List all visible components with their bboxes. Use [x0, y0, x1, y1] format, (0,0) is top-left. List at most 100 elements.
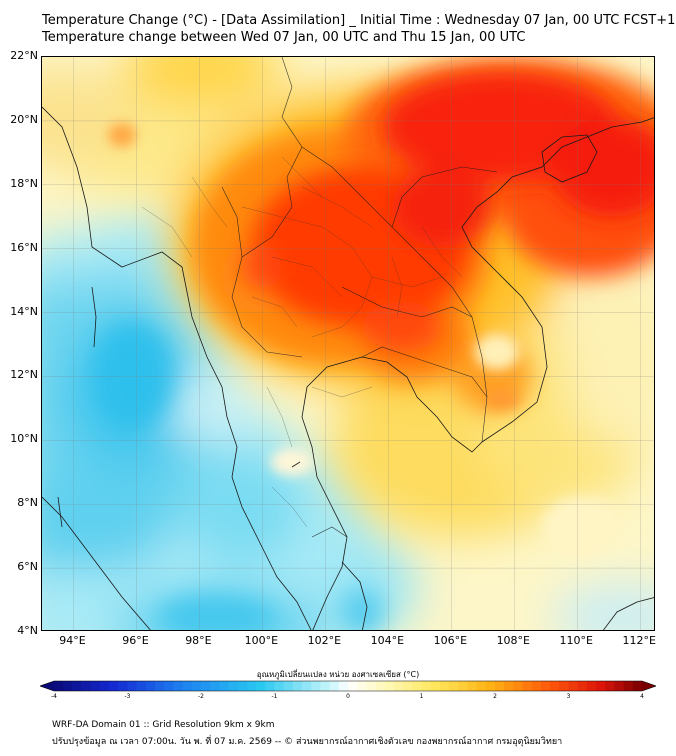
colorbar-min-extension — [40, 681, 54, 691]
colorbar-segment — [201, 681, 211, 691]
lon-tick-label: 96°E — [122, 634, 149, 647]
colorbar-segment — [403, 681, 413, 691]
colorbar-segment — [246, 681, 257, 691]
country-borders — [221, 57, 498, 538]
colorbar-segment — [366, 681, 376, 691]
colorbar-tick-label: -2 — [198, 693, 204, 700]
colorbar-segment — [173, 681, 184, 691]
colorbar-segment — [320, 681, 331, 691]
province-borders — [141, 156, 463, 528]
title-line-1: Temperature Change (°C) - [Data Assimila… — [42, 13, 676, 28]
colorbar-segment — [531, 681, 542, 691]
colorbar-max-extension — [642, 681, 656, 691]
map-canvas — [42, 57, 654, 630]
temperature-change-map — [41, 56, 655, 631]
lat-tick-label: 12°N — [10, 368, 38, 382]
colorbar-segment — [338, 681, 349, 691]
colorbar-segment — [265, 681, 275, 691]
footer-credit: ปรับปรุงข้อมูล ณ เวลา 07:00น. วัน พ. ที่… — [52, 737, 563, 747]
colorbar-segment — [540, 681, 551, 691]
colorbar-segment — [237, 681, 248, 691]
colorbar-segment — [550, 681, 560, 691]
colorbar-segment — [81, 681, 92, 691]
colorbar-segment — [72, 681, 82, 691]
cold-anomaly-cores — [92, 322, 384, 630]
colorbar-segment — [109, 681, 119, 691]
colorbar-segment — [596, 681, 606, 691]
colorbar-tick-label: 3 — [566, 693, 571, 700]
lon-tick-label: 110°E — [559, 634, 593, 647]
colorbar-segment — [375, 681, 386, 691]
colorbar-segment — [228, 681, 239, 691]
colorbar-label: อุณหภูมิเปลี่ยนแปลง หน่วย องศาเซลเซียส (… — [256, 670, 420, 679]
title-line-2: Temperature change between Wed 07 Jan, 0… — [42, 30, 526, 45]
colorbar-segment — [155, 681, 165, 691]
colorbar-segment — [54, 681, 64, 691]
map-title: Temperature Change (°C) - [Data Assimila… — [42, 12, 676, 46]
colorbar-segment — [522, 681, 533, 691]
colorbar-segment — [164, 681, 174, 691]
colorbar-segment — [274, 681, 285, 691]
lon-tick-label: 106°E — [433, 634, 468, 647]
colorbar-segment — [210, 681, 220, 691]
colorbar-segment — [485, 681, 496, 691]
colorbar-segment — [605, 681, 615, 691]
colorbar-segment — [623, 681, 634, 691]
colorbar-segment — [99, 681, 110, 691]
lon-tick-label: 102°E — [307, 634, 342, 647]
lon-tick-label: 104°E — [370, 634, 405, 647]
lon-tick-label: 94°E — [59, 634, 86, 647]
colorbar-segment — [63, 681, 73, 691]
lat-tick-label: 10°N — [10, 432, 38, 446]
lat-tick-label: 4°N — [17, 624, 38, 637]
colorbar-segment — [127, 681, 138, 691]
colorbar-segment — [329, 681, 340, 691]
colorbar-segment — [568, 681, 579, 691]
lat-tick-label: 18°N — [10, 176, 38, 190]
lat-tick-label: 8°N — [17, 496, 38, 510]
colorbar-segment — [439, 681, 450, 691]
colorbar-segment — [393, 681, 404, 691]
colorbar — [40, 680, 656, 692]
colorbar-segment — [357, 681, 367, 691]
colorbar-tick-label: -4 — [51, 693, 57, 700]
colorbar-segment — [577, 681, 588, 691]
lat-tick-label: 22°N — [10, 49, 38, 62]
colorbar-segment — [458, 681, 468, 691]
colorbar-segment — [191, 681, 202, 691]
colorbar-segment — [302, 681, 312, 691]
graticule — [42, 57, 654, 630]
colorbar-segment — [182, 681, 193, 691]
colorbar-segment — [348, 681, 358, 691]
colorbar-tick-label: 1 — [419, 693, 424, 700]
lat-tick-label: 16°N — [10, 240, 38, 254]
colorbar-segment — [292, 681, 303, 691]
colorbar-outline — [40, 680, 656, 692]
colorbar-segment — [145, 681, 156, 691]
colorbar-segment — [467, 681, 478, 691]
lon-tick-label: 108°E — [496, 634, 531, 647]
colorbar-segment — [586, 681, 597, 691]
colorbar-segment — [219, 681, 229, 691]
colorbar-segment — [283, 681, 294, 691]
colorbar-segment — [504, 681, 514, 691]
colorbar-segment — [118, 681, 128, 691]
colorbar-segment — [421, 681, 432, 691]
lon-tick-label: 98°E — [185, 634, 212, 647]
colorbar-segment — [311, 681, 321, 691]
colorbar-segment — [412, 681, 422, 691]
colorbar-tick-label: 4 — [640, 693, 644, 700]
lon-tick-label: 112°E — [622, 634, 656, 647]
colorbar-tick-label: -3 — [124, 693, 131, 700]
footer-model-info: WRF-DA Domain 01 :: Grid Resolution 9km … — [52, 720, 275, 730]
colorbar-segment — [256, 681, 266, 691]
colorbar-segment — [559, 681, 569, 691]
colorbar-segment — [513, 681, 523, 691]
lon-tick-label: 100°E — [244, 634, 279, 647]
colorbar-segment — [632, 681, 643, 691]
lat-tick-label: 20°N — [10, 112, 38, 126]
colorbar-segment — [495, 681, 505, 691]
colorbar-segment — [136, 681, 147, 691]
colorbar-segment — [614, 681, 625, 691]
coastlines — [42, 106, 654, 630]
